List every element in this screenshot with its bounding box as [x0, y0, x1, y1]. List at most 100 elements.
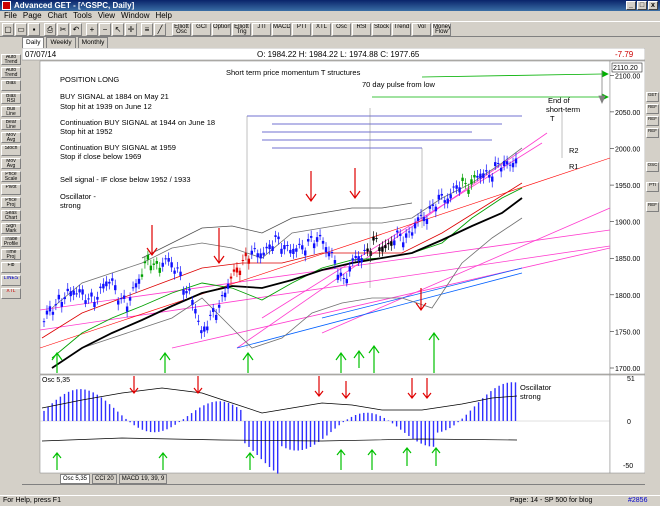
maximize-button[interactable]: □ — [637, 1, 647, 10]
menu-file[interactable]: File — [4, 11, 17, 20]
tool-jti[interactable]: JTI — [252, 23, 271, 36]
tool-stoch[interactable]: Stoch — [1, 145, 21, 156]
tool-elliott-trig[interactable]: Elliott Trig — [232, 23, 251, 36]
tab-osc[interactable]: Osc 5,35 — [60, 474, 91, 484]
tool-vol[interactable]: Vol — [412, 23, 431, 36]
tool-seas-chart[interactable]: Seas Chart — [1, 210, 21, 221]
tool-mov-avg-2[interactable]: Mov Avg — [1, 158, 21, 169]
tool-bias-rsi[interactable]: Bias RSI — [1, 93, 21, 104]
tool-pivot[interactable]: Pivot — [1, 184, 21, 195]
tool-ref-2[interactable]: REF — [646, 116, 659, 126]
tool-macd[interactable]: MACD — [272, 23, 291, 36]
tool-bull-line[interactable]: Bull Line — [1, 106, 21, 117]
tool-auto-trend-2[interactable]: Auto Trend — [1, 67, 21, 78]
tool-sign-mark[interactable]: Sign Mark — [1, 223, 21, 234]
minimize-button[interactable]: _ — [626, 1, 636, 10]
tool-elliott-osc[interactable]: Elliott Osc — [172, 23, 191, 36]
crosshair-icon[interactable]: ✛ — [125, 23, 137, 36]
tool-ref-3[interactable]: REF — [646, 128, 659, 138]
candle-body — [502, 160, 506, 167]
tool-trend[interactable]: Trend — [392, 23, 411, 36]
tool-bear-line[interactable]: Bear Line — [1, 119, 21, 130]
tool-price-scale[interactable]: Price Scale — [1, 171, 21, 182]
print-icon[interactable]: ⎙ — [44, 23, 56, 36]
note-osc-2: strong — [60, 201, 81, 210]
tool-pti-right[interactable]: PTI — [646, 182, 659, 192]
candle-body — [280, 248, 283, 254]
candle-body — [122, 295, 126, 299]
cursor-icon[interactable]: ↖ — [112, 23, 124, 36]
zoom-out-icon[interactable]: − — [99, 23, 111, 36]
candle-body — [152, 263, 156, 265]
tool-time-proj[interactable]: Time Proj — [1, 249, 21, 260]
candle-body — [479, 173, 482, 179]
tool-price-proj[interactable]: Price Proj — [1, 197, 21, 208]
candle-body — [176, 267, 179, 269]
tool-auto-trend-1[interactable]: Auto Trend — [1, 54, 21, 65]
osc-buy-arrow-4 — [336, 449, 346, 470]
chart-date: 07/07/14 — [25, 50, 57, 59]
candle-body — [117, 300, 120, 305]
tool-bias[interactable]: Bias — [1, 80, 21, 91]
menu-tools[interactable]: Tools — [73, 11, 92, 20]
candle-body — [119, 298, 123, 300]
candle-body — [511, 162, 515, 168]
cut-icon[interactable]: ✂ — [57, 23, 69, 36]
tool-mov-avg-1[interactable]: Mov Avg — [1, 132, 21, 143]
new-icon[interactable]: ▢ — [2, 23, 14, 36]
tool-osc[interactable]: Osc — [332, 23, 351, 36]
chart-type-icon[interactable]: ≡ — [141, 23, 153, 36]
tool-lines[interactable]: LINES — [1, 275, 21, 286]
tool-stock[interactable]: Stock — [372, 23, 391, 36]
candle-body — [508, 164, 512, 166]
grey-arrowhead — [598, 95, 606, 105]
tool-get[interactable]: GET — [646, 92, 659, 102]
tool-pti[interactable]: PTI — [292, 23, 311, 36]
tool-gci[interactable]: GCI — [192, 23, 211, 36]
tab-daily[interactable]: Daily — [22, 37, 45, 48]
osc-sell-arrow-1 — [129, 376, 139, 394]
close-button[interactable]: x — [648, 1, 658, 10]
menu-help[interactable]: Help — [155, 11, 172, 20]
tab-macd[interactable]: MACD 19, 39, 9 — [118, 474, 168, 484]
candle-body — [390, 241, 393, 246]
menu-chart[interactable]: Chart — [47, 11, 68, 20]
window-title: Advanced GET - [^GSPC, Daily] — [14, 1, 135, 10]
tool-rsi[interactable]: RSI — [352, 23, 371, 36]
candle-body — [229, 276, 233, 279]
tool-fib[interactable]: Fib — [1, 262, 21, 273]
zoom-in-icon[interactable]: + — [86, 23, 98, 36]
candle-body — [131, 287, 135, 289]
tool-trade-profile[interactable]: Trade Profile — [1, 236, 21, 247]
menu-view[interactable]: View — [97, 11, 116, 20]
app-icon — [2, 1, 11, 10]
undo-icon[interactable]: ↶ — [70, 23, 82, 36]
tool-ref-1[interactable]: REF — [646, 104, 659, 114]
price-pane[interactable] — [39, 60, 611, 375]
tool-ref-4[interactable]: REF — [646, 202, 659, 212]
draw-icon[interactable]: ╱ — [154, 23, 166, 36]
tool-xtl[interactable]: XTL — [1, 288, 21, 299]
candle-body — [360, 258, 363, 263]
candle-body — [333, 260, 337, 264]
save-icon[interactable]: ▪ — [28, 23, 40, 36]
tool-money-flow[interactable]: Money Flow — [432, 23, 451, 36]
tool-option[interactable]: Option — [212, 23, 231, 36]
candle-body — [164, 258, 167, 260]
chart-area[interactable]: 07/07/14 O: 1984.22 H: 1984.22 L: 1974.8… — [22, 48, 645, 485]
candle-body — [214, 314, 218, 320]
menu-page[interactable]: Page — [22, 11, 42, 20]
candle-body — [128, 297, 132, 301]
tab-cci[interactable]: CCI 20 — [92, 474, 117, 484]
candle-body — [452, 186, 455, 188]
tool-osc-right[interactable]: OSC — [646, 162, 659, 172]
menu-window[interactable]: Window — [121, 11, 150, 20]
candle-body — [366, 248, 369, 252]
chart-svg[interactable]: 07/07/14 O: 1984.22 H: 1984.22 L: 1974.8… — [22, 48, 645, 485]
tab-weekly[interactable]: Weekly — [46, 37, 76, 48]
candle-body — [292, 248, 295, 254]
tool-xtl[interactable]: XTL — [312, 23, 331, 36]
tab-monthly[interactable]: Monthly — [77, 37, 109, 48]
open-icon[interactable]: ▭ — [15, 23, 27, 36]
candle-body — [155, 261, 159, 264]
